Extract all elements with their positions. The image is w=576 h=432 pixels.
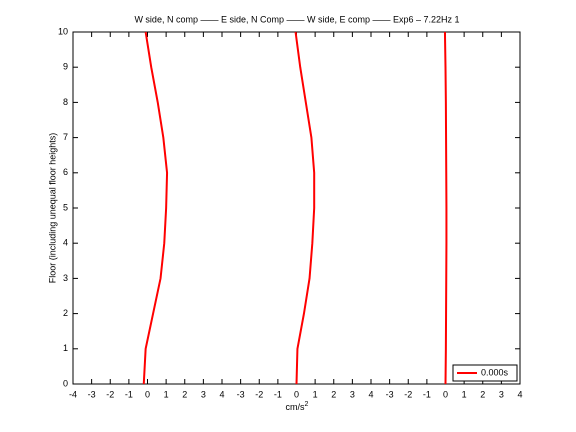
x-axis-label: cm/s2: [286, 401, 309, 413]
x-tick-label: 3: [201, 389, 206, 399]
y-tick-label: 0: [63, 378, 68, 388]
x-tick-label: -3: [386, 389, 394, 399]
x-tick-label: 4: [517, 389, 522, 399]
legend-box: [452, 364, 518, 382]
y-tick-label: 5: [63, 202, 68, 212]
legend-label: 0.000s: [481, 367, 509, 377]
x-tick-label: -3: [237, 389, 245, 399]
x-tick-label: -1: [274, 389, 282, 399]
x-tick-label: 1: [164, 389, 169, 399]
y-tick-label: 9: [63, 62, 68, 72]
y-tick-label: 2: [63, 308, 68, 318]
x-tick-label: 1: [313, 389, 318, 399]
x-tick-label: -4: [69, 389, 77, 399]
x-tick-label: 3: [499, 389, 504, 399]
x-axis-label-sup: 2: [305, 401, 309, 408]
x-tick-label: -2: [404, 389, 412, 399]
y-tick-label: 10: [58, 26, 68, 36]
y-tick-label: 7: [63, 132, 68, 142]
data-line: [142, 31, 169, 385]
x-tick-label: -2: [255, 389, 263, 399]
y-tick-label: 4: [63, 238, 68, 248]
x-tick-label: 2: [182, 389, 187, 399]
y-tick-label: 1: [63, 343, 68, 353]
x-tick-label: -2: [106, 389, 114, 399]
x-tick-label: 4: [368, 389, 373, 399]
y-tick-label: 8: [63, 97, 68, 107]
x-tick-label: 1: [462, 389, 467, 399]
y-axis-label: Floor (including unequal floor heights): [47, 133, 57, 284]
x-axis-label-text: cm/s: [286, 402, 305, 412]
x-tick-label: 4: [219, 389, 224, 399]
x-tick-label: 0: [443, 389, 448, 399]
x-tick-label: 2: [480, 389, 485, 399]
chart-title: W side, N comp —— E side, N Comp —— W si…: [134, 14, 459, 24]
x-tick-label: -3: [88, 389, 96, 399]
data-line: [443, 31, 448, 385]
x-tick-label: -1: [125, 389, 133, 399]
x-tick-label: 0: [294, 389, 299, 399]
data-line: [294, 31, 316, 385]
x-tick-label: 3: [350, 389, 355, 399]
axes-box: [72, 31, 521, 385]
y-tick-label: 3: [63, 273, 68, 283]
x-tick-label: -1: [423, 389, 431, 399]
x-tick-label: 2: [331, 389, 336, 399]
y-tick-label: 6: [63, 167, 68, 177]
x-tick-label: 0: [145, 389, 150, 399]
